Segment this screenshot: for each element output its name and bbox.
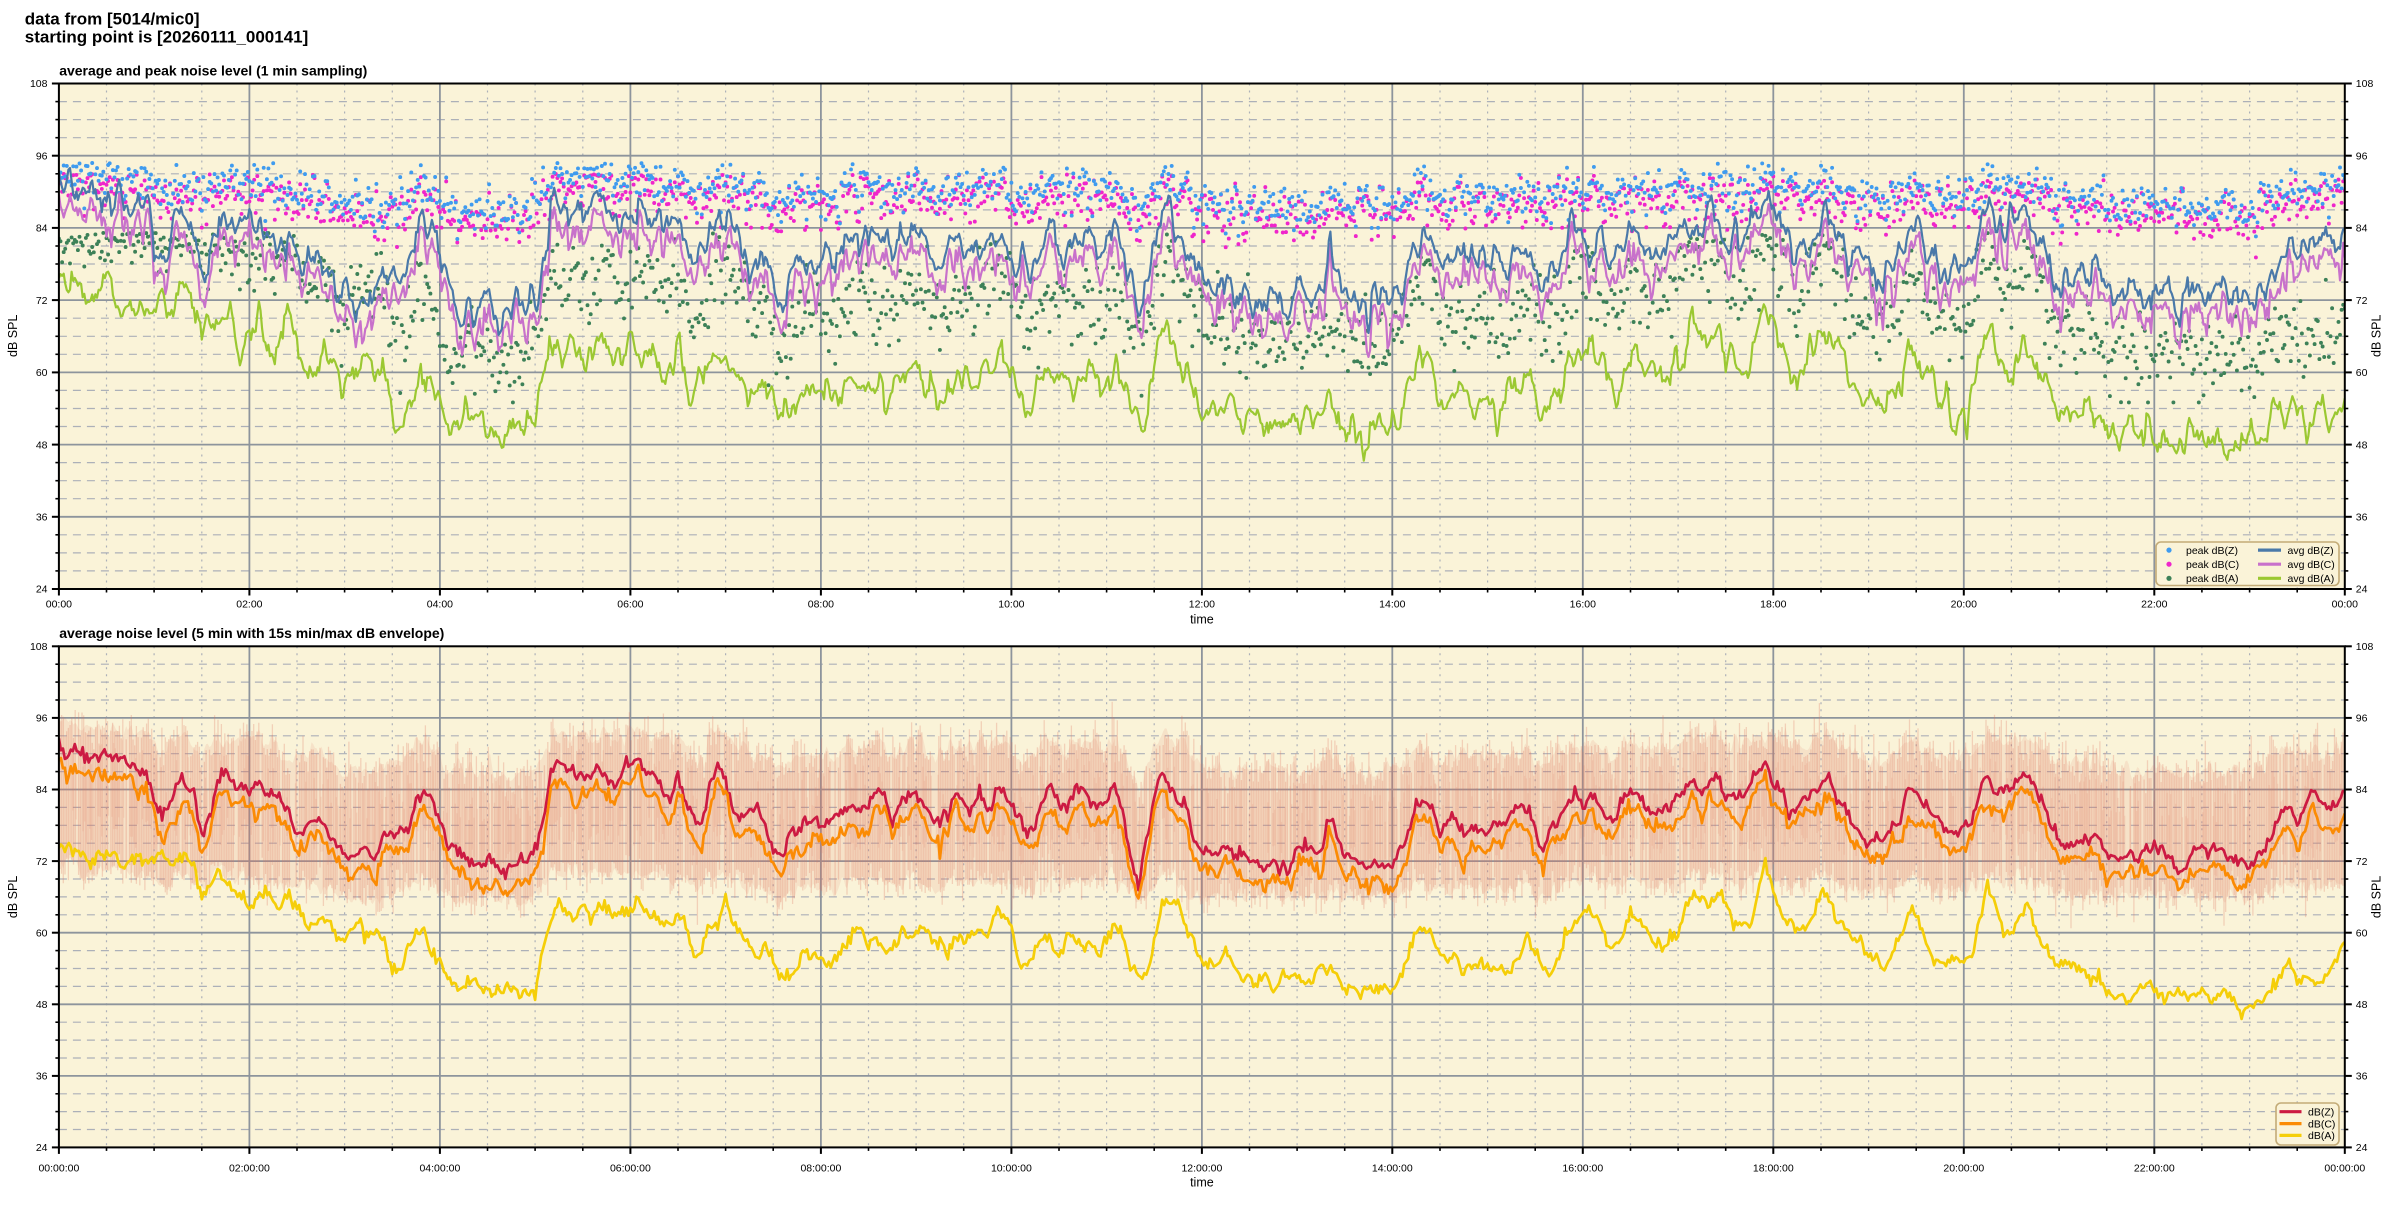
svg-text:10:00:00: 10:00:00	[991, 1162, 1032, 1174]
svg-text:00:00:00: 00:00:00	[2324, 1162, 2365, 1174]
svg-text:time: time	[1190, 612, 1214, 626]
svg-text:72: 72	[2356, 295, 2368, 307]
svg-text:36: 36	[36, 1071, 48, 1083]
svg-text:20:00:00: 20:00:00	[1943, 1162, 1984, 1174]
svg-text:06:00: 06:00	[617, 598, 643, 610]
svg-text:24: 24	[2356, 1142, 2368, 1154]
svg-text:00:00: 00:00	[46, 598, 72, 610]
svg-text:36: 36	[2356, 1071, 2368, 1083]
svg-text:20:00: 20:00	[1951, 598, 1977, 610]
svg-text:08:00:00: 08:00:00	[800, 1162, 841, 1174]
svg-text:96: 96	[2356, 150, 2368, 162]
svg-text:dB SPL: dB SPL	[2369, 876, 2383, 918]
svg-text:avg dB(Z): avg dB(Z)	[2288, 545, 2334, 557]
svg-text:08:00: 08:00	[808, 598, 834, 610]
svg-text:average and peak noise level (: average and peak noise level (1 min samp…	[59, 62, 367, 78]
svg-text:18:00: 18:00	[1760, 598, 1786, 610]
svg-text:60: 60	[36, 367, 48, 379]
svg-text:02:00:00: 02:00:00	[229, 1162, 270, 1174]
svg-text:96: 96	[2356, 713, 2368, 725]
svg-text:02:00: 02:00	[236, 598, 262, 610]
svg-text:dB(A): dB(A)	[2308, 1130, 2335, 1142]
svg-text:06:00:00: 06:00:00	[610, 1162, 651, 1174]
svg-text:average noise level (5 min wit: average noise level (5 min with 15s min/…	[59, 625, 444, 641]
svg-text:72: 72	[36, 856, 48, 868]
svg-text:dB(C): dB(C)	[2308, 1118, 2335, 1130]
svg-text:60: 60	[36, 927, 48, 939]
svg-text:dB SPL: dB SPL	[6, 876, 20, 918]
svg-text:starting point is [20260111_00: starting point is [20260111_000141]	[25, 28, 309, 47]
svg-text:84: 84	[36, 223, 48, 235]
svg-text:peak dB(C): peak dB(C)	[2186, 559, 2239, 571]
svg-text:12:00:00: 12:00:00	[1181, 1162, 1222, 1174]
svg-text:data from [5014/mic0]: data from [5014/mic0]	[25, 9, 200, 28]
svg-text:84: 84	[2356, 223, 2368, 235]
svg-text:48: 48	[2356, 439, 2368, 451]
svg-text:96: 96	[36, 150, 48, 162]
svg-text:14:00:00: 14:00:00	[1372, 1162, 1413, 1174]
svg-text:16:00: 16:00	[1570, 598, 1596, 610]
svg-text:84: 84	[36, 784, 48, 796]
svg-text:dB(Z): dB(Z)	[2308, 1107, 2334, 1119]
svg-text:48: 48	[36, 999, 48, 1011]
svg-text:108: 108	[30, 78, 48, 90]
svg-text:72: 72	[36, 295, 48, 307]
svg-text:24: 24	[2356, 584, 2368, 596]
svg-text:16:00:00: 16:00:00	[1562, 1162, 1603, 1174]
svg-text:72: 72	[2356, 856, 2368, 868]
svg-text:22:00:00: 22:00:00	[2134, 1162, 2175, 1174]
svg-text:dB SPL: dB SPL	[2369, 315, 2383, 357]
svg-text:108: 108	[2356, 641, 2374, 653]
svg-text:24: 24	[36, 1142, 48, 1154]
svg-text:18:00:00: 18:00:00	[1753, 1162, 1794, 1174]
svg-text:36: 36	[36, 512, 48, 524]
svg-text:peak dB(A): peak dB(A)	[2186, 573, 2239, 585]
svg-text:avg dB(A): avg dB(A)	[2288, 573, 2335, 585]
svg-text:12:00: 12:00	[1189, 598, 1215, 610]
svg-text:dB SPL: dB SPL	[6, 315, 20, 357]
svg-text:48: 48	[36, 439, 48, 451]
svg-text:22:00: 22:00	[2141, 598, 2167, 610]
svg-text:24: 24	[36, 584, 48, 596]
svg-text:avg dB(C): avg dB(C)	[2288, 559, 2335, 571]
svg-text:60: 60	[2356, 927, 2368, 939]
svg-text:04:00:00: 04:00:00	[419, 1162, 460, 1174]
svg-text:peak dB(Z): peak dB(Z)	[2186, 545, 2238, 557]
svg-text:108: 108	[30, 641, 48, 653]
svg-text:84: 84	[2356, 784, 2368, 796]
svg-text:10:00: 10:00	[998, 598, 1024, 610]
svg-text:00:00: 00:00	[2332, 598, 2358, 610]
svg-text:time: time	[1190, 1175, 1214, 1189]
svg-text:36: 36	[2356, 512, 2368, 524]
svg-text:60: 60	[2356, 367, 2368, 379]
svg-text:00:00:00: 00:00:00	[38, 1162, 79, 1174]
svg-text:96: 96	[36, 713, 48, 725]
svg-text:04:00: 04:00	[427, 598, 453, 610]
svg-text:108: 108	[2356, 78, 2374, 90]
svg-text:48: 48	[2356, 999, 2368, 1011]
svg-text:14:00: 14:00	[1379, 598, 1405, 610]
